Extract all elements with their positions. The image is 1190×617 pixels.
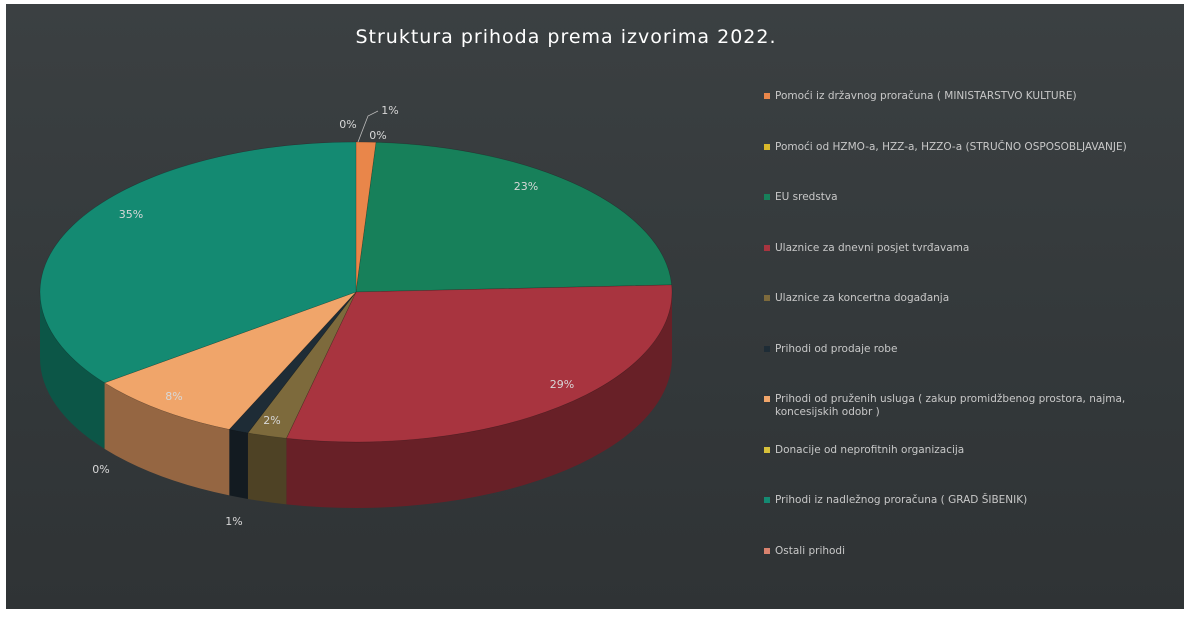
legend-swatch — [764, 295, 770, 301]
legend-swatch — [764, 244, 770, 251]
legend-swatch — [764, 194, 770, 200]
data-label: 29% — [550, 378, 574, 391]
pie-slice — [39, 141, 357, 384]
data-label: 35% — [119, 208, 143, 221]
data-label: 1% — [381, 104, 398, 117]
data-label: 1% — [225, 515, 242, 528]
legend-item: Prihodi od pruženih usluga ( zakup promi… — [764, 393, 1174, 444]
chart-title: Struktura prihoda prema izvorima 2022. — [355, 26, 777, 48]
legend-item: Prihodi od prodaje robe — [764, 343, 1174, 394]
legend-item: Prihodi iz nadležnog proračuna ( GRAD ŠI… — [764, 494, 1174, 545]
legend-item: Ostali prihodi — [764, 545, 1174, 596]
data-label: 0% — [339, 118, 356, 131]
pie-slice-side — [40, 292, 105, 449]
legend-label: Prihodi od prodaje robe — [775, 342, 898, 355]
pie-slice — [228, 291, 357, 434]
legend-label: Ulaznice za koncertna događanja — [775, 292, 950, 304]
legend-label: Ostali prihodi — [775, 544, 846, 557]
legend-item: Donacije od neprofitnih organizacija — [764, 444, 1174, 495]
legend-swatch — [764, 446, 770, 453]
pie-slice — [103, 291, 357, 430]
legend-label: Prihodi iz nadležnog proračuna ( GRAD ŠI… — [775, 494, 1028, 506]
pie-slice-side — [104, 382, 230, 496]
legend-swatch — [764, 143, 770, 150]
legend-item: Ulaznice za dnevni posjet tvrđavama — [764, 242, 1174, 293]
chart: 1% 0% 23% 29% 2% 1% 8% 0% 35% 0% Struktura prihod… — [6, 4, 1184, 609]
pie-slice-side — [286, 292, 672, 508]
pie-slice — [285, 284, 673, 443]
pie-slice — [355, 141, 377, 293]
legend-label: Pomoći iz državnog proračuna ( MINISTARS… — [775, 90, 1077, 102]
legend-item: Ulaznice za koncertna događanja — [764, 292, 1174, 343]
legend-label: Prihodi od pruženih usluga ( zakup promi… — [775, 393, 1126, 418]
data-label: 23% — [514, 180, 538, 193]
data-label: 8% — [165, 390, 182, 403]
pie-slice-side — [229, 429, 248, 499]
data-label: 0% — [92, 463, 109, 476]
legend-swatch — [764, 345, 770, 352]
legend-label: Pomoći od HZMO-a, HZZ-a, HZZO-a (STRUČNO… — [775, 140, 1127, 153]
legend-item: Pomoći od HZMO-a, HZZ-a, HZZO-a (STRUČNO… — [764, 141, 1174, 192]
legend-swatch — [764, 547, 770, 554]
pie-area: 1% 0% 23% 29% 2% 1% 8% 0% 35% 0% — [39, 104, 673, 528]
legend-label: Donacije od neprofitnih organizacija — [775, 443, 965, 456]
data-label: 0% — [369, 129, 386, 142]
pie-slice — [355, 141, 672, 293]
legend: Pomoći iz državnog proračuna ( MINISTARS… — [764, 90, 1174, 595]
legend-item: EU sredstva — [764, 191, 1174, 242]
legend-swatch — [764, 93, 770, 99]
legend-label: EU sredstva — [775, 191, 838, 203]
legend-swatch — [764, 396, 770, 402]
pie-slice-side — [247, 432, 287, 505]
legend-label: Ulaznice za dnevni posjet tvrđavama — [775, 241, 970, 254]
legend-item: Pomoći iz državnog proračuna ( MINISTARS… — [764, 90, 1174, 141]
pie-slice — [247, 291, 357, 439]
data-label: 2% — [263, 414, 280, 427]
leader-line — [357, 110, 379, 143]
legend-swatch — [764, 497, 770, 503]
